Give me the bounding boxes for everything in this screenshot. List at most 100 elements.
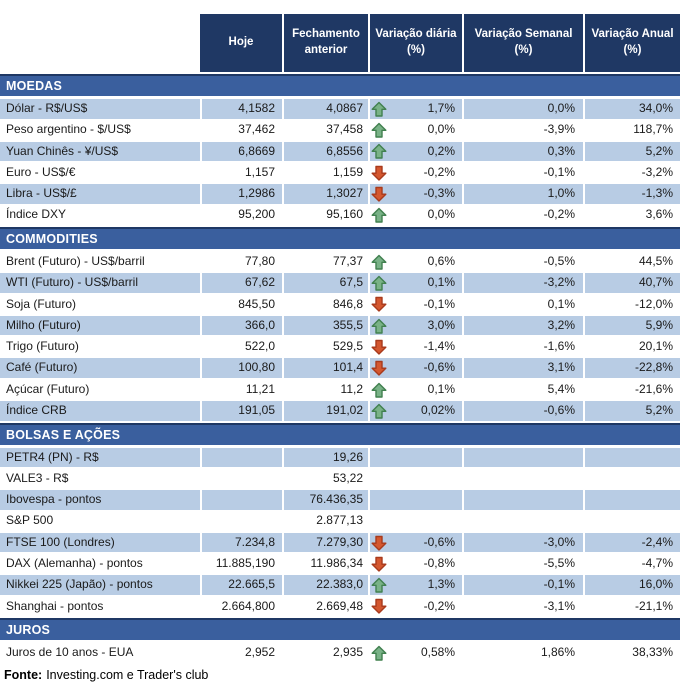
down-arrow-icon <box>371 296 387 313</box>
fechamento-value: 11,2 <box>282 379 368 400</box>
hoje-value: 77,80 <box>200 251 282 272</box>
table-row: Peso argentino - $/US$ 37,462 37,458 0,0… <box>0 120 680 140</box>
column-header-variacao-diaria: Variação diária (%) <box>368 14 462 72</box>
variacao-diaria-value: 1,7% <box>427 101 455 115</box>
variacao-diaria-cell: 0,58% <box>368 643 462 663</box>
hoje-value: 1,2986 <box>200 184 282 204</box>
hoje-value: 366,0 <box>200 315 282 336</box>
hoje-value: 522,0 <box>200 337 282 357</box>
section-rows: PETR4 (PN) - R$ 19,26 VALE3 - R$ 53,22 I… <box>0 447 680 617</box>
hoje-value: 4,1582 <box>200 99 282 119</box>
row-label: Libra - US$/£ <box>6 186 77 201</box>
variacao-anual-value: 3,6% <box>583 205 680 225</box>
variacao-anual-value: -2,4% <box>583 532 680 553</box>
fechamento-value: 67,5 <box>282 273 368 293</box>
variacao-semanal-value: -3,9% <box>462 120 583 140</box>
variacao-anual-value: -1,3% <box>583 184 680 204</box>
row-label: VALE3 - R$ <box>6 470 69 485</box>
table-row: Ibovespa - pontos 76.436,35 <box>0 490 680 510</box>
section-header: BOLSAS E AÇÕES <box>0 422 680 445</box>
variacao-anual-value: 16,0% <box>583 575 680 595</box>
table-row: Juros de 10 anos - EUA 2,952 2,935 0,58%… <box>0 643 680 663</box>
variacao-semanal-value <box>462 468 583 489</box>
up-arrow-icon <box>371 317 387 334</box>
variacao-semanal-value: -5,5% <box>462 554 583 574</box>
table-row: PETR4 (PN) - R$ 19,26 <box>0 447 680 468</box>
variacao-diaria-value: 0,1% <box>427 381 455 396</box>
column-header-variacao-semanal: Variação Semanal (%) <box>462 14 583 72</box>
trend-arrow-icon <box>371 470 387 487</box>
row-label: DAX (Alemanha) - pontos <box>6 556 143 571</box>
up-arrow-icon <box>371 100 387 117</box>
up-arrow-icon <box>371 253 387 270</box>
row-label: PETR4 (PN) - R$ <box>6 449 99 464</box>
variacao-diaria-value: 0,1% <box>427 275 455 290</box>
section-header: MOEDAS <box>0 74 680 96</box>
row-label: Açúcar (Futuro) <box>6 381 90 396</box>
fechamento-value: 2.669,48 <box>282 596 368 617</box>
table-row: VALE3 - R$ 53,22 <box>0 468 680 489</box>
variacao-anual-value: 118,7% <box>583 120 680 140</box>
fechamento-value: 529,5 <box>282 337 368 357</box>
source-note: Fonte: Investing.com e Trader's club <box>0 668 680 682</box>
variacao-semanal-value: 0,3% <box>462 141 583 162</box>
table-row: Índice CRB 191,05 191,02 0,02% -0,6% 5,2… <box>0 401 680 421</box>
variacao-diaria-cell: -0,2% <box>368 596 462 617</box>
table-row: DAX (Alemanha) - pontos 11.885,190 11.98… <box>0 554 680 574</box>
variacao-semanal-value: 5,4% <box>462 379 583 400</box>
variacao-diaria-value: -0,6% <box>423 360 455 375</box>
fechamento-value: 22.383,0 <box>282 575 368 595</box>
variacao-semanal-value: -1,6% <box>462 337 583 357</box>
table-row: Soja (Futuro) 845,50 846,8 -0,1% 0,1% -1… <box>0 294 680 315</box>
variacao-semanal-value: -3,0% <box>462 532 583 553</box>
fechamento-value: 11.986,34 <box>282 554 368 574</box>
fechamento-value: 2.877,13 <box>282 511 368 531</box>
hoje-value: 11,21 <box>200 379 282 400</box>
table-row: Café (Futuro) 100,80 101,4 -0,6% 3,1% -2… <box>0 358 680 378</box>
variacao-diaria-cell: -0,6% <box>368 358 462 378</box>
variacao-diaria-cell: 0,0% <box>368 205 462 225</box>
fechamento-value: 19,26 <box>282 447 368 468</box>
variacao-diaria-cell <box>368 511 462 531</box>
table-row: Libra - US$/£ 1,2986 1,3027 -0,3% 1,0% -… <box>0 184 680 204</box>
variacao-diaria-value: 0,02% <box>420 403 455 418</box>
fechamento-value: 53,22 <box>282 468 368 489</box>
hoje-value <box>200 511 282 531</box>
hoje-value: 1,157 <box>200 162 282 183</box>
variacao-diaria-cell: -1,4% <box>368 337 462 357</box>
variacao-semanal-value: -0,5% <box>462 251 583 272</box>
variacao-anual-value: -12,0% <box>583 294 680 315</box>
fechamento-value: 191,02 <box>282 401 368 421</box>
variacao-diaria-value: -1,4% <box>423 339 455 354</box>
row-label: Brent (Futuro) - US$/barril <box>6 253 145 268</box>
hoje-value: 11.885,190 <box>200 554 282 574</box>
fechamento-value: 95,160 <box>282 205 368 225</box>
section-rows: Brent (Futuro) - US$/barril 77,80 77,37 … <box>0 251 680 421</box>
variacao-semanal-value: 1,0% <box>462 184 583 204</box>
table-row: Dólar - R$/US$ 4,1582 4,0867 1,7% 0,0% 3… <box>0 99 680 119</box>
variacao-diaria-cell: 0,6% <box>368 251 462 272</box>
row-label: Café (Futuro) <box>6 360 78 375</box>
up-arrow-icon <box>371 577 387 594</box>
variacao-diaria-cell: 0,1% <box>368 273 462 293</box>
table-section: COMMODITIES Brent (Futuro) - US$/barril … <box>0 226 680 421</box>
table-row: Shanghai - pontos 2.664,800 2.669,48 -0,… <box>0 596 680 617</box>
row-label: Shanghai - pontos <box>6 598 104 613</box>
variacao-diaria-cell: -0,6% <box>368 532 462 553</box>
fechamento-value: 37,458 <box>282 120 368 140</box>
row-label: WTI (Futuro) - US$/barril <box>6 275 139 290</box>
fechamento-value: 101,4 <box>282 358 368 378</box>
table-section: JUROS Juros de 10 anos - EUA 2,952 2,935… <box>0 618 680 663</box>
source-text: Investing.com e Trader's club <box>46 667 209 682</box>
fechamento-value: 77,37 <box>282 251 368 272</box>
variacao-diaria-cell <box>368 468 462 489</box>
section-rows: Dólar - R$/US$ 4,1582 4,0867 1,7% 0,0% 3… <box>0 99 680 225</box>
row-label: Índice CRB <box>6 403 67 418</box>
trend-arrow-icon <box>371 513 387 530</box>
up-arrow-icon <box>371 207 387 224</box>
variacao-diaria-value: 0,6% <box>427 253 455 268</box>
variacao-diaria-cell: 0,1% <box>368 379 462 400</box>
row-label: Milho (Futuro) <box>6 317 81 332</box>
down-arrow-icon <box>371 360 387 377</box>
hoje-value: 845,50 <box>200 294 282 315</box>
